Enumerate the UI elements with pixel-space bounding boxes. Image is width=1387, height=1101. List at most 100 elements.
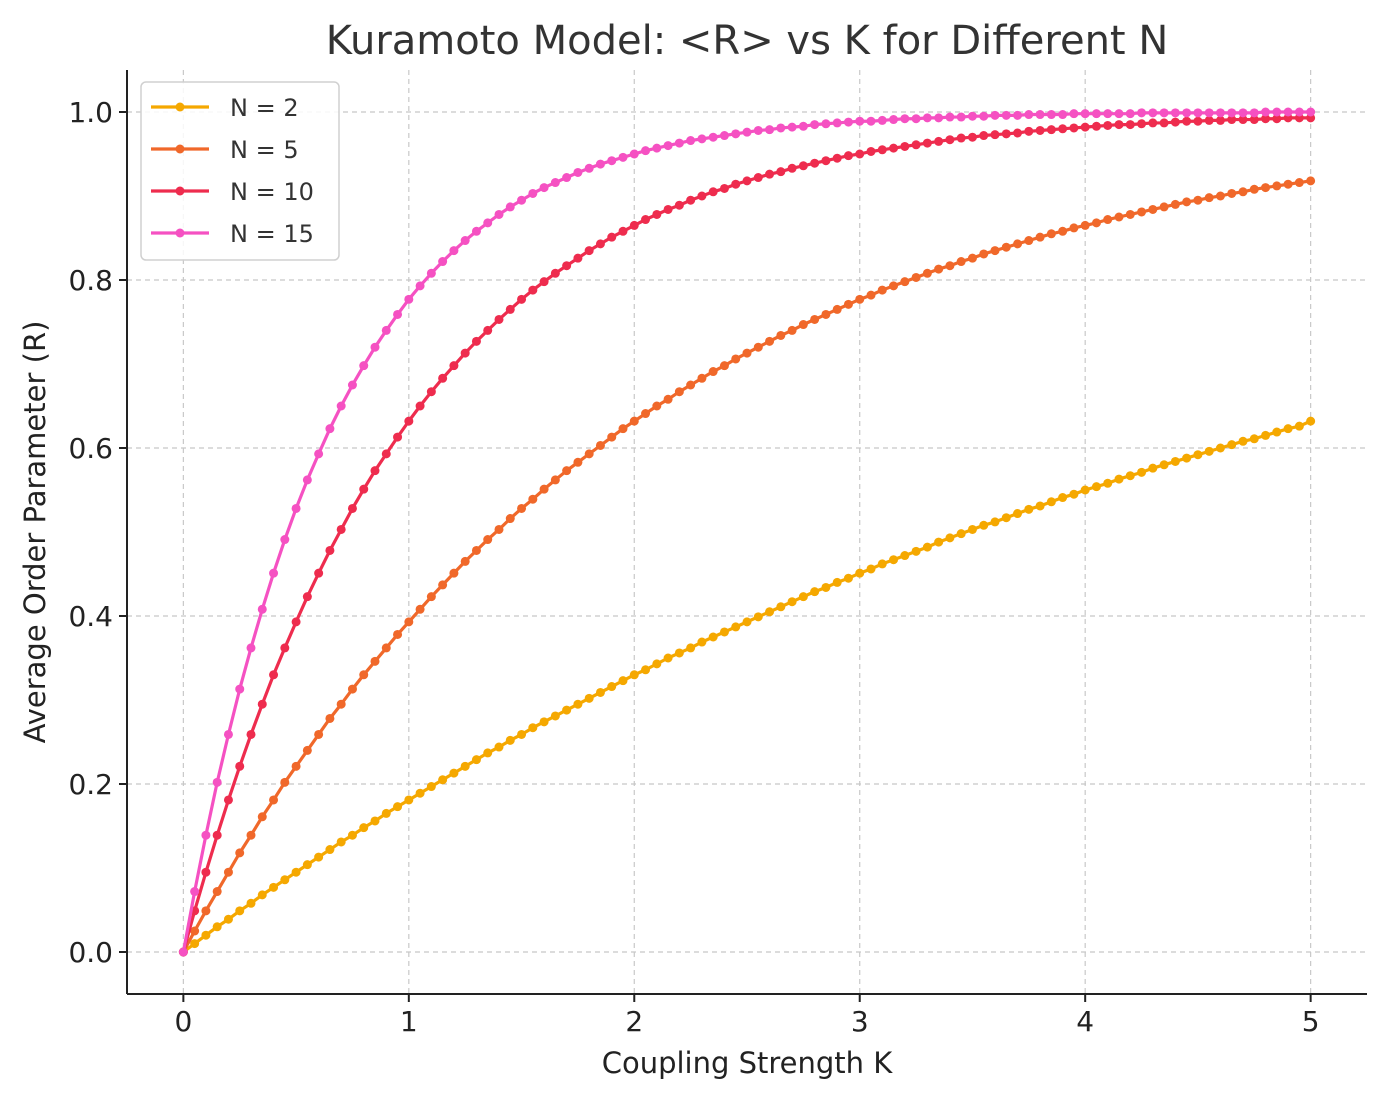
data-point — [505, 514, 515, 524]
data-point — [765, 169, 775, 179]
data-point — [483, 535, 493, 545]
data-point — [302, 745, 312, 755]
data-point — [291, 503, 301, 513]
data-point — [449, 361, 459, 371]
legend-marker-swatch — [175, 144, 185, 154]
data-point — [426, 268, 436, 278]
data-point — [1306, 107, 1316, 117]
data-point — [934, 264, 944, 274]
data-point — [765, 607, 775, 617]
data-point — [674, 200, 684, 210]
data-point — [573, 253, 583, 263]
data-point — [1249, 108, 1259, 118]
data-point — [1001, 129, 1011, 139]
legend-item: N = 5 — [151, 136, 299, 164]
data-point — [235, 761, 245, 771]
data-point — [1114, 474, 1124, 484]
data-point — [539, 484, 549, 494]
data-point — [877, 145, 887, 155]
data-point — [460, 556, 470, 566]
data-point — [686, 380, 696, 390]
data-point — [1272, 427, 1282, 437]
data-point — [1272, 107, 1282, 117]
data-point — [1001, 513, 1011, 523]
data-point — [855, 294, 865, 304]
data-point — [359, 484, 369, 494]
data-point — [595, 159, 605, 169]
data-point — [471, 226, 481, 236]
legend-frame — [140, 81, 340, 261]
data-point — [629, 220, 639, 230]
legend-label: N = 15 — [230, 220, 314, 248]
data-point — [607, 432, 617, 442]
data-point — [934, 136, 944, 146]
data-point — [618, 152, 628, 162]
x-axis-label: Coupling Strength K — [602, 1046, 894, 1080]
data-point — [347, 684, 357, 694]
data-point — [776, 330, 786, 340]
data-point — [956, 112, 966, 122]
data-point — [1227, 108, 1237, 118]
legend-marker-swatch — [175, 186, 185, 196]
data-point — [1238, 187, 1248, 197]
data-point — [438, 775, 448, 785]
data-point — [843, 299, 853, 309]
y-tick-label: 0.2 — [68, 768, 113, 801]
data-point — [719, 627, 729, 637]
data-point — [1170, 108, 1180, 118]
data-point — [742, 127, 752, 137]
data-point — [223, 729, 233, 739]
data-point — [528, 494, 538, 504]
data-point — [550, 178, 560, 188]
data-point — [686, 643, 696, 653]
axes — [126, 70, 1367, 995]
data-point — [1103, 109, 1113, 119]
data-point — [1091, 218, 1101, 228]
data-point — [1058, 110, 1068, 120]
legend-item: N = 2 — [151, 94, 299, 122]
x-tick-label: 1 — [400, 1005, 418, 1038]
data-point — [652, 401, 662, 411]
data-point — [990, 130, 1000, 140]
data-point — [719, 183, 729, 193]
y-tick-label: 0.6 — [68, 432, 113, 465]
data-point — [641, 665, 651, 675]
data-point — [438, 257, 448, 267]
data-point — [404, 416, 414, 426]
data-point — [1249, 434, 1259, 444]
data-point — [325, 845, 335, 855]
data-point — [821, 156, 831, 166]
series-2 — [178, 176, 1316, 957]
data-point — [956, 133, 966, 143]
data-point — [517, 195, 527, 205]
series-group — [178, 107, 1316, 957]
data-point — [708, 187, 718, 197]
x-tick-label: 0 — [174, 1005, 192, 1038]
data-point — [810, 587, 820, 597]
data-point — [776, 602, 786, 612]
data-point — [945, 261, 955, 271]
data-point — [889, 115, 899, 125]
data-point — [1091, 482, 1101, 492]
data-point — [787, 597, 797, 607]
data-point — [1215, 115, 1225, 125]
data-point — [742, 617, 752, 627]
data-point — [302, 860, 312, 870]
data-point — [1114, 212, 1124, 222]
chart-title: Kuramoto Model: <R> vs K for Different N — [326, 18, 1169, 64]
data-point — [201, 867, 211, 877]
data-point — [1148, 204, 1158, 214]
data-point — [257, 699, 267, 709]
data-point — [246, 830, 256, 840]
legend-marker-swatch — [175, 228, 185, 238]
data-point — [1024, 236, 1034, 246]
data-point — [1035, 501, 1045, 511]
data-point — [415, 401, 425, 411]
data-point — [562, 466, 572, 476]
data-point — [336, 699, 346, 709]
data-point — [979, 131, 989, 141]
data-point — [550, 711, 560, 721]
data-point — [1238, 436, 1248, 446]
data-point — [697, 637, 707, 647]
data-point — [246, 643, 256, 653]
